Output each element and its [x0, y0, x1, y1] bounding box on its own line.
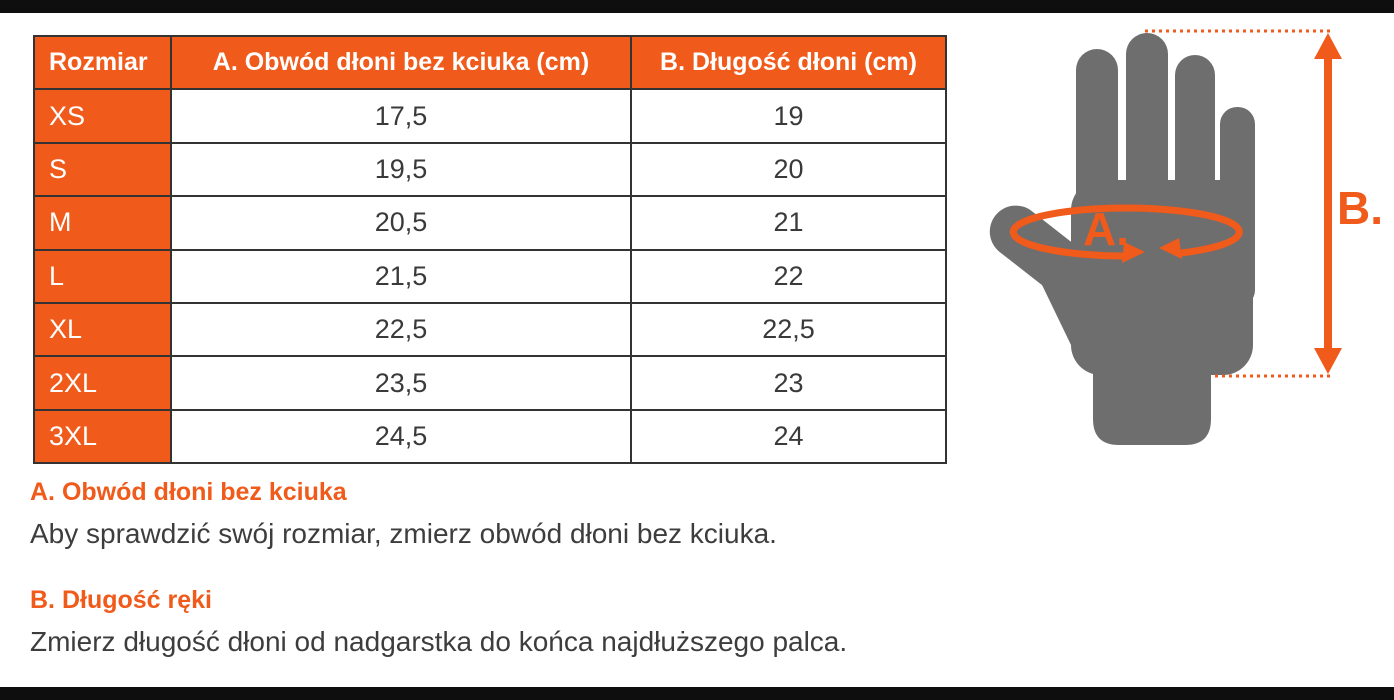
- circumference-value: 17,5: [170, 88, 632, 144]
- section-length-text: Zmierz długość dłoni od nadgarstka do ko…: [30, 626, 848, 657]
- hand-diagram-svg: A. B.: [989, 29, 1383, 445]
- ellipse-arrowhead-left-icon: [1159, 238, 1182, 259]
- label-a: A.: [1083, 203, 1129, 255]
- measurement-overlays: [1009, 29, 1333, 378]
- length-value: 21: [630, 195, 947, 251]
- size-label: S: [33, 141, 172, 198]
- column-header-rozmiar: Rozmiar: [33, 34, 172, 91]
- circumference-value: 20,5: [170, 195, 632, 251]
- circumference-value: 22,5: [170, 301, 632, 358]
- table-row: M 20,5 21: [33, 195, 947, 251]
- length-value: 24: [630, 408, 947, 465]
- size-label: M: [33, 195, 172, 251]
- hand-measurement-diagram: A. B.: [975, 15, 1394, 465]
- table-row: XL 22,5 22,5: [33, 301, 947, 358]
- section-circumference-title: A. Obwód dłoni bez kciuka: [30, 478, 347, 506]
- length-value: 22: [630, 248, 947, 304]
- circumference-value: 23,5: [170, 355, 632, 411]
- ellipse-arrowhead-right-icon: [1122, 242, 1145, 263]
- section-circumference-text: Aby sprawdzić swój rozmiar, zmierz obwód…: [30, 518, 777, 549]
- arrow-down-icon: [1314, 348, 1342, 374]
- arrow-up-icon: [1314, 33, 1342, 59]
- table-row: XS 17,5 19: [33, 88, 947, 144]
- circumference-arrow-a: [1009, 204, 1243, 260]
- table-row: S 19,5 20: [33, 141, 947, 198]
- circumference-value: 21,5: [170, 248, 632, 304]
- label-b: B.: [1337, 182, 1383, 234]
- size-label: XS: [33, 88, 172, 144]
- length-value: 20: [630, 141, 947, 198]
- top-letterbox-bar: [0, 0, 1394, 13]
- section-circumference: A. Obwód dłoni bez kciuka Aby sprawdzić …: [30, 478, 777, 550]
- circumference-value: 19,5: [170, 141, 632, 198]
- bottom-letterbox-bar: [0, 687, 1394, 700]
- arrowheads: [1122, 33, 1342, 374]
- table-row: 2XL 23,5 23: [33, 355, 947, 411]
- length-value: 19: [630, 88, 947, 144]
- circumference-value: 24,5: [170, 408, 632, 465]
- section-length-title: B. Długość ręki: [30, 586, 212, 614]
- length-value: 23: [630, 355, 947, 411]
- length-value: 22,5: [630, 301, 947, 358]
- hand-silhouette-icon: [989, 33, 1255, 445]
- section-length: B. Długość ręki Zmierz długość dłoni od …: [30, 586, 847, 658]
- table-row: 3XL 24,5 24: [33, 408, 947, 465]
- column-header-obwod: A. Obwód dłoni bez kciuka (cm): [170, 34, 632, 91]
- glove-size-table: Rozmiar A. Obwód dłoni bez kciuka (cm) B…: [33, 34, 947, 465]
- table-row: L 21,5 22: [33, 248, 947, 304]
- size-label: 3XL: [33, 408, 172, 465]
- column-header-dlugosc: B. Długość dłoni (cm): [630, 34, 947, 91]
- size-label: 2XL: [33, 355, 172, 411]
- size-label: L: [33, 248, 172, 304]
- size-label: XL: [33, 301, 172, 358]
- table-header-row: Rozmiar A. Obwód dłoni bez kciuka (cm) B…: [33, 34, 947, 91]
